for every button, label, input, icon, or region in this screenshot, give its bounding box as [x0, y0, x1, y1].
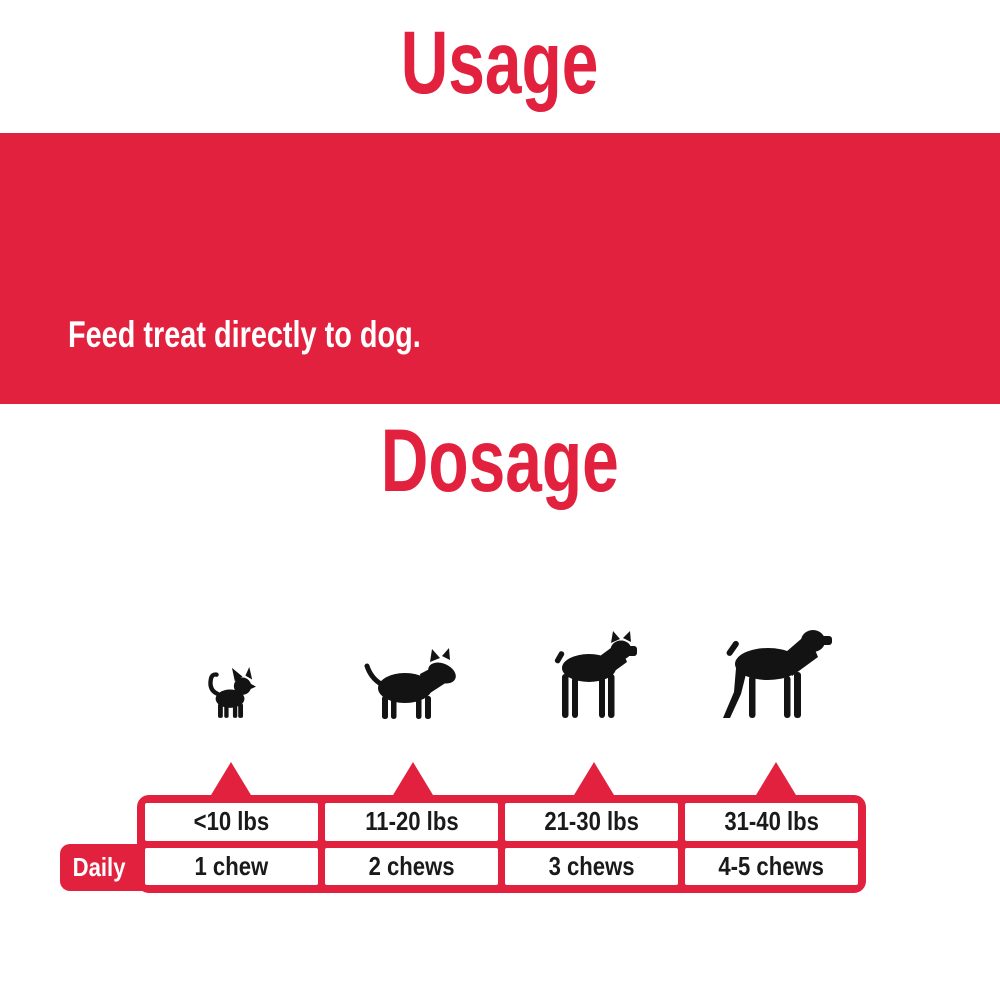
weight-header-cell: 21-30 lbs	[505, 803, 678, 841]
weight-range-text: <10 lbs	[193, 806, 270, 837]
weight-range-text: 31-40 lbs	[724, 806, 819, 837]
intermittent-feeding-note: This product is intended for intermitten…	[68, 409, 788, 523]
daily-row-label: Daily	[60, 844, 146, 891]
feeding-instruction-text: Feed treat directly to dog.	[68, 314, 421, 355]
note-line-2: supplemental feeding only.	[68, 473, 410, 516]
dose-cell: 1 chew	[145, 847, 318, 885]
bull-terrier-silhouette-icon	[363, 647, 457, 719]
boxer-silhouette-icon	[545, 630, 637, 718]
usage-banner: Feed treat directly to dog. This product…	[0, 133, 1000, 516]
weight-header-cell: 11-20 lbs	[325, 803, 498, 841]
column-pointer-triangle	[390, 762, 436, 800]
column-pointer-triangle	[208, 762, 254, 800]
weight-header-cell: 31-40 lbs	[685, 803, 858, 841]
dose-text: 3 chews	[548, 850, 635, 881]
dose-cell: 2 chews	[325, 847, 498, 885]
dosage-section-title: Dosage	[0, 410, 1000, 510]
column-pointer-triangle	[753, 762, 799, 800]
dose-cell: 3 chews	[505, 847, 678, 885]
dose-text: 2 chews	[368, 850, 455, 881]
dose-cell: 4-5 chews	[685, 847, 858, 885]
weight-range-text: 21-30 lbs	[544, 806, 639, 837]
weight-header-cell: <10 lbs	[145, 803, 318, 841]
column-pointer-triangle	[571, 762, 617, 800]
usage-section-title: Usage	[0, 12, 1000, 112]
pointer-silhouette-icon	[714, 618, 832, 718]
usage-title-text: Usage	[401, 12, 599, 112]
note-line-1: This product is intended for intermitten…	[68, 416, 601, 459]
dose-text: 1 chew	[194, 850, 269, 881]
dose-text: 4-5 chews	[718, 850, 825, 881]
dosage-title-text: Dosage	[381, 410, 619, 510]
weight-range-text: 11-20 lbs	[364, 806, 459, 837]
dosage-table: <10 lbs 11-20 lbs 21-30 lbs 31-40 lbs 1 …	[137, 795, 866, 893]
feeding-instruction: Feed treat directly to dog.	[68, 314, 520, 356]
daily-row-label-text: Daily	[72, 852, 126, 882]
chihuahua-silhouette-icon	[206, 664, 256, 718]
